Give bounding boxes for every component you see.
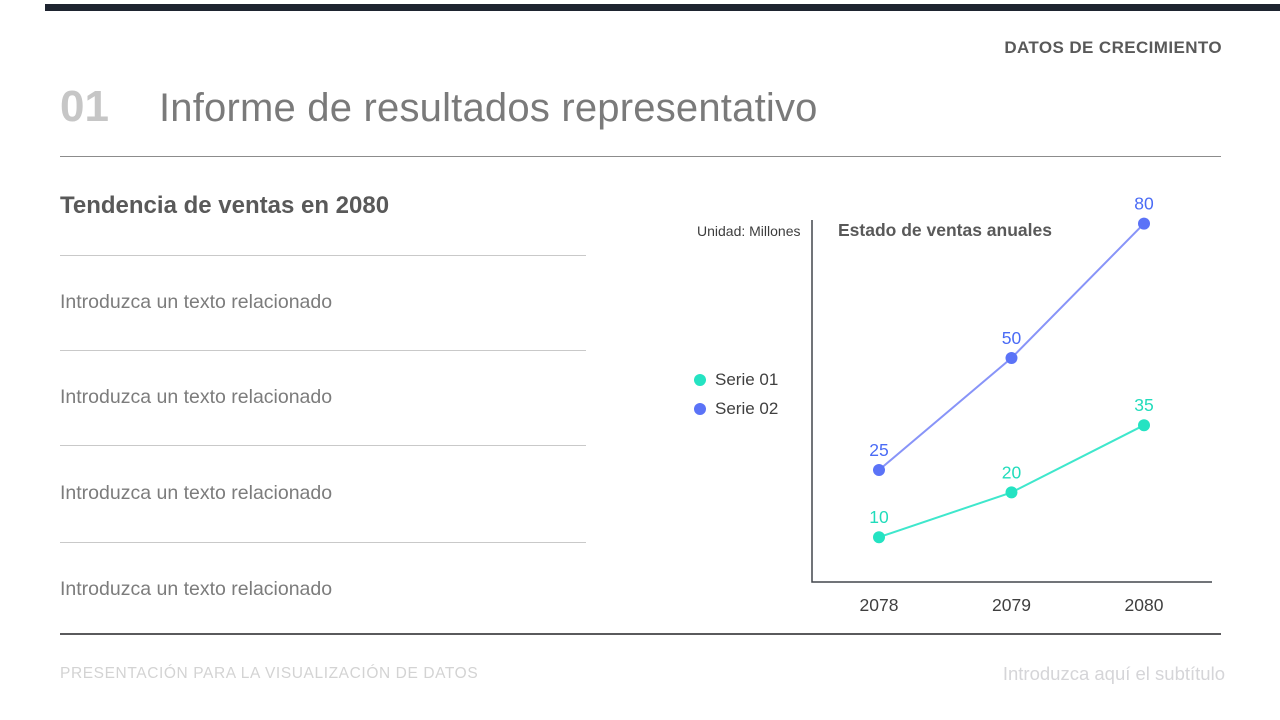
data-point — [1005, 486, 1018, 499]
divider-line — [60, 350, 586, 351]
divider-line — [60, 445, 586, 446]
text-placeholder-2: Introduzca un texto relacionado — [60, 386, 333, 408]
data-label: 20 — [1002, 462, 1022, 482]
data-point — [873, 464, 885, 476]
data-label: 10 — [869, 507, 889, 527]
legend-label: Serie 01 — [715, 370, 779, 389]
chart-unit-label: Unidad: Millones — [697, 223, 801, 239]
divider-line — [60, 542, 586, 543]
legend-item-serie-01: Serie 01 — [694, 370, 778, 390]
chart-axes — [811, 220, 1212, 583]
data-point — [873, 531, 885, 544]
data-label: 50 — [1002, 328, 1022, 348]
section-eyebrow: DATOS DE CRECIMIENTO — [1004, 38, 1222, 57]
divider-line — [60, 255, 586, 256]
chart-title: Estado de ventas anuales — [838, 220, 1052, 240]
data-point — [1138, 419, 1150, 432]
x-tick-label: 2080 — [1125, 595, 1164, 615]
left-section-heading: Tendencia de ventas en 2080 — [60, 192, 390, 219]
data-label: 80 — [1134, 194, 1154, 214]
legend-label: Serie 02 — [715, 399, 779, 418]
x-tick-label: 2078 — [860, 595, 899, 615]
sales-line-chart: 2078 2079 2080 10 20 35 25 50 80 — [811, 194, 1212, 615]
slide-number: 01 — [60, 82, 109, 131]
top-accent-bar — [45, 4, 1280, 11]
footer-presentation-text: PRESENTACIÓN PARA LA VISUALIZACIÓN DE DA… — [60, 665, 479, 682]
footer-subtitle-placeholder: Introduzca aquí el subtítulo — [1002, 663, 1225, 684]
text-placeholder-1: Introduzca un texto relacionado — [60, 291, 333, 313]
x-tick-label: 2079 — [992, 595, 1031, 615]
legend-item-serie-02: Serie 02 — [694, 399, 778, 419]
serie-02-dot-icon — [694, 403, 706, 415]
page-title: Informe de resultados representativo — [158, 86, 818, 130]
text-placeholder-4: Introduzca un texto relacionado — [60, 578, 333, 600]
data-point — [1005, 352, 1018, 364]
text-placeholder-3: Introduzca un texto relacionado — [60, 482, 333, 504]
title-divider — [60, 156, 1221, 157]
data-point — [1138, 217, 1150, 230]
title-row: 01 Informe de resultados representativo — [60, 82, 818, 132]
data-label: 35 — [1134, 395, 1153, 415]
serie-01-dot-icon — [694, 374, 706, 386]
footer-divider — [60, 633, 1221, 635]
data-label: 25 — [869, 440, 888, 460]
chart-legend: Serie 01 Serie 02 — [694, 370, 778, 419]
